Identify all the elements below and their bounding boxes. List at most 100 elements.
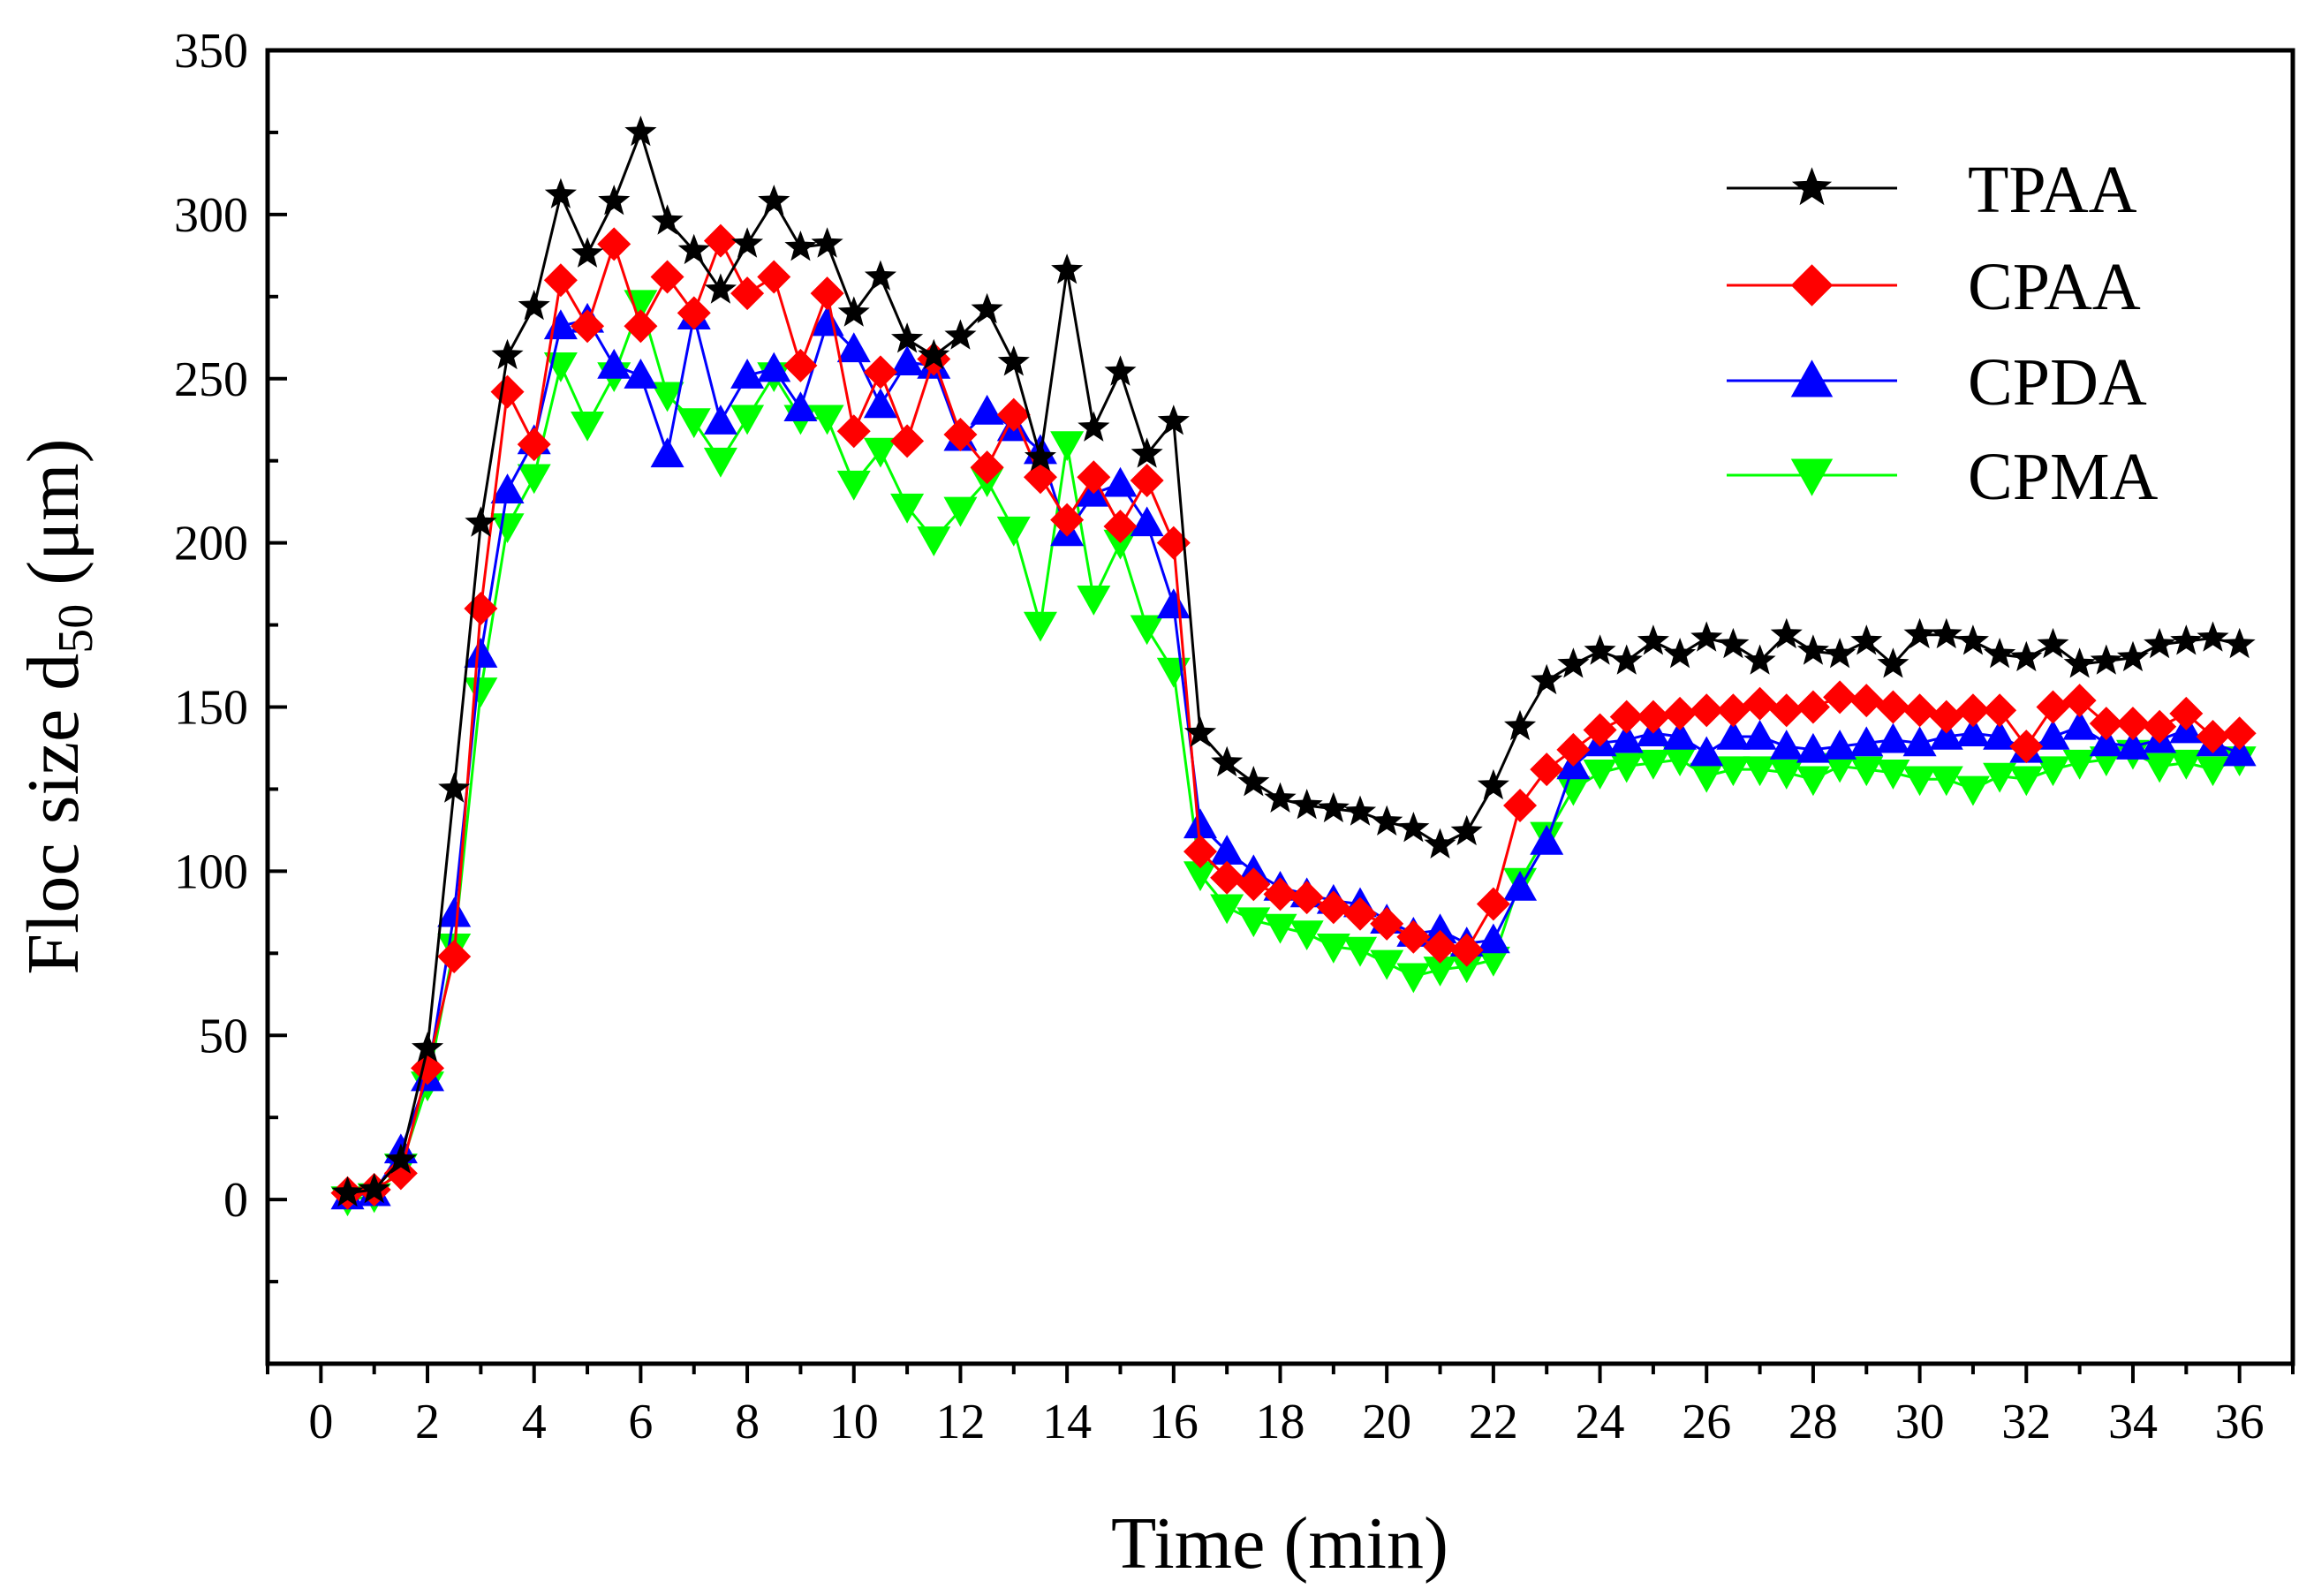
data-point-cpma <box>1263 913 1297 944</box>
data-point-cpma <box>943 496 978 527</box>
data-point-cpda <box>1849 726 1884 757</box>
data-point-cpaa <box>1769 693 1804 728</box>
data-point-cpaa <box>2143 709 2177 744</box>
data-point-tpaa <box>784 231 817 261</box>
data-point-tpaa <box>598 185 631 216</box>
data-point-cpaa <box>543 263 578 298</box>
x-tick-label: 26 <box>1682 1395 1731 1449</box>
data-point-cpma <box>1236 907 1271 938</box>
data-point-cpaa <box>1743 686 1777 721</box>
series-tpaa <box>331 115 2256 1207</box>
data-point-cpaa <box>1343 896 1378 931</box>
legend-label-cpda: CPDA <box>1968 345 2147 420</box>
data-point-cpma <box>2036 756 2070 787</box>
x-tick-label: 34 <box>2108 1395 2158 1449</box>
data-point-tpaa <box>1824 638 1856 669</box>
data-point-tpaa <box>1371 805 1403 836</box>
data-point-tpaa <box>624 115 657 147</box>
legend: TPAA CPAA CPDA CPMA <box>1727 153 2159 514</box>
data-point-tpaa <box>1424 828 1456 859</box>
data-point-cpda <box>1476 923 1510 954</box>
data-point-cpaa <box>1103 510 1138 544</box>
data-point-tpaa <box>2063 647 2096 678</box>
data-point-cpaa <box>1663 696 1698 730</box>
data-point-tpaa <box>412 1032 444 1063</box>
data-point-tpaa <box>1237 766 1270 797</box>
data-point-tpaa <box>997 345 1030 376</box>
data-point-cpda <box>1530 824 1564 855</box>
y-tick-label: 150 <box>174 681 248 736</box>
data-point-cpda <box>1983 719 2017 750</box>
data-point-tpaa <box>1664 638 1697 669</box>
data-point-tpaa <box>891 322 924 353</box>
data-point-cpaa <box>1556 732 1591 767</box>
data-point-cpda <box>1103 466 1138 497</box>
x-axis-title: Time (min) <box>1111 1502 1448 1585</box>
x-tick-label: 36 <box>2215 1395 2265 1449</box>
data-point-cpma <box>1983 762 2017 793</box>
legend-label-cpma: CPMA <box>1968 440 2159 514</box>
data-point-cpda <box>1929 719 1963 750</box>
data-point-tpaa <box>1131 437 1163 468</box>
data-point-tpaa <box>1051 253 1084 284</box>
series-cpma <box>330 290 2257 1217</box>
data-point-cpma <box>650 382 684 412</box>
data-point-cpaa <box>1503 789 1538 823</box>
x-tick-label: 6 <box>628 1395 653 1449</box>
data-point-cpma <box>1050 431 1085 462</box>
data-point-tpaa <box>1877 647 1909 678</box>
y-axis-title-unit: (μm) <box>12 438 95 603</box>
data-point-cpma <box>2143 753 2177 783</box>
data-point-cpda <box>597 348 631 379</box>
x-tick-label: 2 <box>415 1395 440 1449</box>
data-point-tpaa <box>2116 640 2149 672</box>
data-point-cpda <box>836 332 871 363</box>
data-point-tpaa <box>1477 768 1509 800</box>
data-point-cpaa <box>1449 933 1484 967</box>
data-point-cpda <box>863 388 897 419</box>
data-point-cpda <box>1423 913 1457 944</box>
data-point-tpaa <box>2037 627 2069 659</box>
data-point-cpma <box>571 411 605 442</box>
data-point-tpaa <box>1584 634 1616 665</box>
data-point-tpaa <box>1610 644 1643 675</box>
data-point-cpda <box>464 638 498 668</box>
y-tick-label: 350 <box>174 24 248 79</box>
data-point-cpma <box>1743 756 1777 787</box>
data-point-cpaa <box>1690 693 1724 728</box>
data-point-tpaa <box>1450 814 1483 846</box>
legend-swatch-marker-cpma <box>1790 458 1834 496</box>
data-point-tpaa <box>1264 782 1297 813</box>
data-point-cpaa <box>996 397 1031 432</box>
y-axis: 0 50 100 150 200 250 300 350 <box>174 24 287 1284</box>
data-point-tpaa <box>1078 411 1110 442</box>
data-point-cpaa <box>437 940 472 974</box>
data-point-cpaa <box>1050 503 1085 537</box>
data-point-tpaa <box>864 260 896 291</box>
data-point-cpaa <box>1263 877 1297 911</box>
data-point-cpaa <box>650 260 684 294</box>
data-point-tpaa <box>1930 617 1962 649</box>
data-point-cpma <box>1663 746 1698 776</box>
data-point-cpma <box>1823 753 1857 783</box>
data-point-tpaa <box>1504 709 1537 741</box>
data-point-tpaa <box>384 1143 417 1174</box>
data-point-cpda <box>1690 736 1724 767</box>
data-point-cpma <box>1343 936 1378 967</box>
data-point-cpda <box>810 306 844 337</box>
y-axis-title: Floc size d50 (μm) <box>12 438 103 974</box>
data-point-cpda <box>1183 808 1217 839</box>
data-point-cpaa <box>1423 929 1457 964</box>
data-point-cpma <box>1583 760 1617 790</box>
data-point-tpaa <box>2197 621 2229 652</box>
y-tick-label: 50 <box>199 1009 248 1063</box>
x-tick-label: 22 <box>1469 1395 1518 1449</box>
data-point-cpaa <box>836 414 871 449</box>
data-point-tpaa <box>1317 791 1350 823</box>
data-point-cpma <box>1769 760 1804 790</box>
data-point-cpma <box>1289 920 1324 951</box>
legend-label-cpaa: CPAA <box>1968 250 2141 324</box>
y-tick-label: 250 <box>174 352 248 407</box>
data-point-tpaa <box>1024 441 1056 472</box>
